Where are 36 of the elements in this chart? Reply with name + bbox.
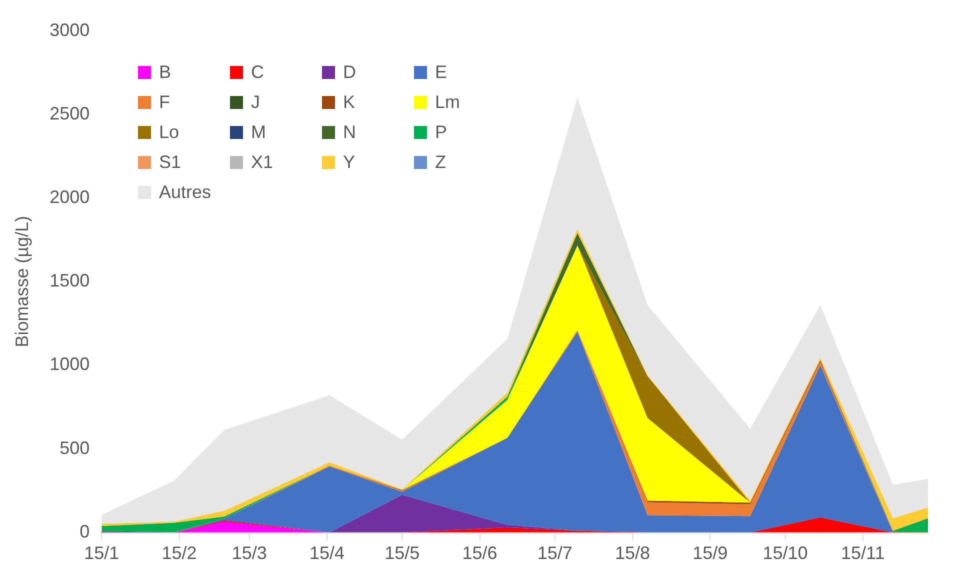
y-axis-title: Biomasse (µg/L) [12, 216, 32, 348]
y-tick-label: 2000 [50, 186, 90, 207]
x-tick-label: 15/5 [384, 543, 420, 564]
x-tick-label: 15/3 [232, 543, 267, 564]
y-tick-label: 3000 [50, 20, 90, 40]
x-tick-label: 15/7 [537, 543, 572, 564]
x-tick-label: 15/10 [762, 543, 808, 564]
legend-label: B [159, 62, 172, 82]
x-tick-label: 15/4 [309, 543, 345, 564]
legend-label: S1 [159, 152, 182, 172]
legend-label: N [343, 122, 356, 142]
legend-label: F [159, 92, 170, 112]
legend-label: Lm [435, 92, 460, 112]
legend-label: Autres [159, 182, 212, 202]
y-tick-label: 1500 [50, 270, 90, 291]
legend-label: Z [435, 152, 446, 172]
legend-label: D [343, 62, 356, 82]
legend-label: X1 [251, 152, 274, 172]
legend-label: Lo [159, 122, 180, 142]
legend-label: K [343, 92, 356, 112]
x-tick-label: 15/9 [692, 543, 728, 564]
legend-label: Y [343, 152, 356, 172]
y-tick-label: 2500 [50, 103, 90, 124]
legend-label: J [251, 92, 260, 112]
y-tick-label: 500 [60, 438, 90, 458]
y-tick-label: 1000 [50, 354, 90, 374]
legend-label: C [251, 62, 264, 82]
x-tick-label: 15/6 [462, 543, 498, 564]
x-tick-label: 15/8 [614, 543, 650, 564]
legend-label: E [435, 62, 448, 82]
legend-label: P [435, 122, 448, 142]
y-tick-label: 0 [80, 521, 90, 542]
x-tick-label: 15/2 [162, 543, 197, 564]
legend-label: M [251, 122, 266, 142]
x-tick-label: 15/11 [841, 543, 885, 564]
x-tick-label: 15/1 [84, 543, 120, 564]
